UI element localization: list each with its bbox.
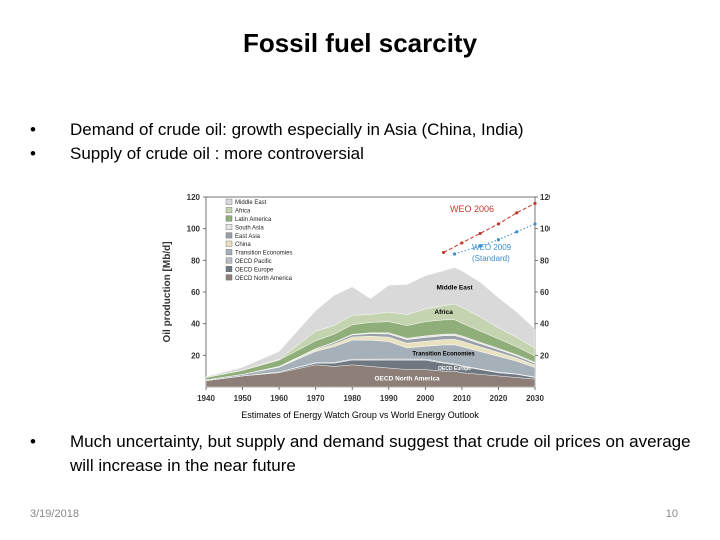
x-tick-label: 2010 <box>453 394 471 403</box>
legend-entry: OECD North America <box>235 276 293 282</box>
projection-point <box>460 241 464 245</box>
legend-swatch <box>225 274 233 281</box>
bullet-item: • Much uncertainty, but supply and demand… <box>30 430 700 478</box>
legend-swatch <box>225 265 233 272</box>
bullet-list: • Demand of crude oil: growth especially … <box>30 118 700 166</box>
x-tick-label: 1950 <box>234 394 252 403</box>
oil-production-chart: OECD North America OECD Europe Transition … <box>162 193 550 403</box>
x-tick-label: 2000 <box>416 394 434 403</box>
projection-point <box>515 230 519 234</box>
slide-number: 10 <box>665 508 678 520</box>
area-series-middle-east <box>205 267 536 378</box>
y-tick-label-right: 120 <box>540 193 550 202</box>
bullet-list-bottom: • Much uncertainty, but supply and demand… <box>30 430 700 478</box>
projection-annotation: WEO 2009 <box>472 243 512 252</box>
y-tick-label: 100 <box>187 225 201 234</box>
legend-swatch <box>225 232 233 239</box>
projection-point <box>442 250 446 255</box>
legend-entry: South Asia <box>235 225 264 231</box>
y-tick-label: 20 <box>191 351 200 360</box>
footer-date: 3/19/2018 <box>30 508 79 520</box>
projection-line <box>443 202 536 253</box>
x-tick-label: 1990 <box>380 394 398 403</box>
y-tick-label-right: 40 <box>540 320 549 329</box>
projection-annotation: WEO 2006 <box>450 204 494 214</box>
bullet-text: Demand of crude oil: growth especially i… <box>70 120 524 139</box>
bullet-marker: • <box>30 144 36 163</box>
y-tick-label-right: 20 <box>540 351 549 360</box>
y-tick-label-right: 60 <box>540 288 549 297</box>
legend-entry: China <box>235 242 251 248</box>
projection-point <box>533 222 537 226</box>
legend-swatch <box>225 215 233 222</box>
legend-swatch <box>225 198 233 205</box>
projection-point <box>496 222 501 226</box>
x-tick-label: 2020 <box>490 394 508 403</box>
bullet-item: • Supply of crude oil : more controversia… <box>30 142 700 166</box>
x-tick-label: 2030 <box>526 394 544 403</box>
projection-point <box>496 238 501 242</box>
legend-swatch <box>225 207 233 214</box>
y-tick-label-right: 100 <box>540 225 550 234</box>
y-axis-label: Oil production [Mb/d] <box>162 241 173 342</box>
projection-annotation: (Standard) <box>472 254 510 263</box>
x-tick-label: 1960 <box>270 394 288 403</box>
projection-point <box>478 231 482 236</box>
series-label: Africa <box>434 309 453 316</box>
legend-swatch <box>225 224 233 230</box>
x-tick-label: 1980 <box>343 394 361 403</box>
legend-entry: Transition Economies <box>235 251 292 257</box>
legend-entry: Africa <box>235 209 251 215</box>
y-tick-label: 60 <box>191 288 200 297</box>
series-label: Middle East <box>437 284 474 291</box>
projection-point <box>452 252 457 256</box>
legend-swatch <box>225 240 233 247</box>
legend-entry: OECD Europe <box>235 267 274 273</box>
y-tick-label: 120 <box>187 193 201 202</box>
chart-caption: Estimates of Energy Watch Group vs World… <box>241 410 479 420</box>
series-label: OECD Europe <box>438 366 471 372</box>
y-tick-label-right: 80 <box>540 256 549 265</box>
slide-title: Fossil fuel scarcity <box>242 28 478 58</box>
bullet-marker: • <box>30 432 36 451</box>
legend-entry: OECD Pacific <box>235 259 272 265</box>
bullet-text: Supply of crude oil : more controversial <box>70 144 364 163</box>
bullet-item: • Demand of crude oil: growth especially … <box>30 118 700 142</box>
bullet-marker: • <box>30 120 36 139</box>
legend-swatch <box>225 249 233 256</box>
x-tick-label: 1970 <box>307 394 325 403</box>
legend-entry: Middle East <box>235 200 267 206</box>
x-tick-label: 1940 <box>197 394 215 403</box>
legend-swatch <box>225 257 233 264</box>
projection-point <box>533 201 537 205</box>
legend-entry: Latin America <box>235 217 272 223</box>
series-label: Transition Economies <box>412 352 475 358</box>
y-tick-label: 40 <box>191 320 200 329</box>
legend-entry: East Asia <box>235 234 261 240</box>
projection-point <box>478 244 482 248</box>
series-label: OECD North America <box>374 375 440 382</box>
projection-point <box>515 211 519 215</box>
bullet-text: Much uncertainty, but supply and demand … <box>70 432 691 475</box>
y-tick-label: 80 <box>191 256 200 265</box>
